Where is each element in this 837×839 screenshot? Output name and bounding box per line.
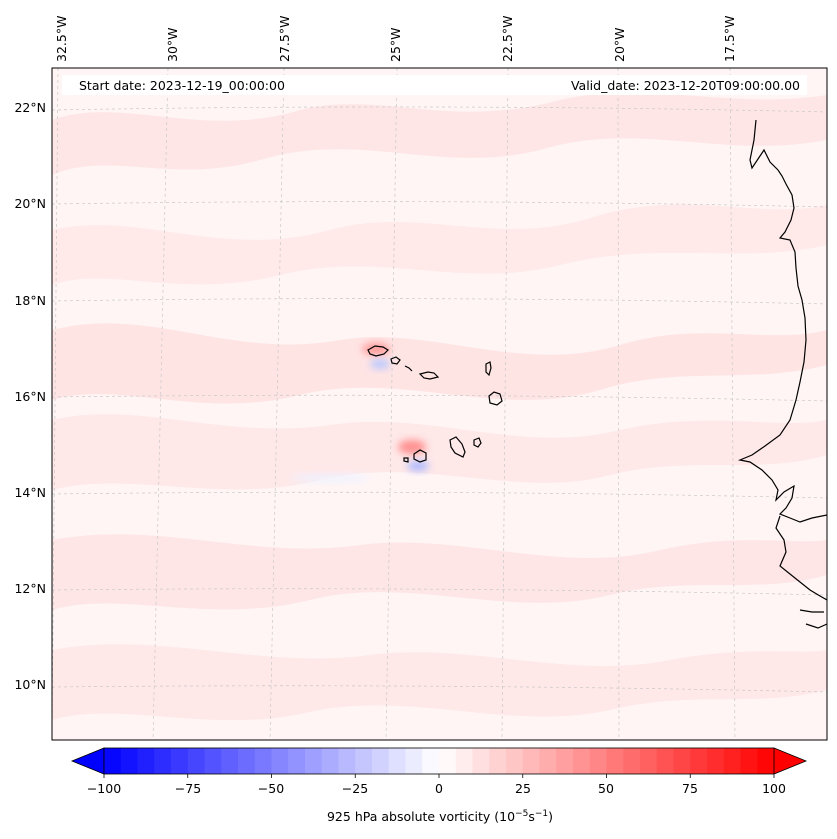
colorbar-cell [506, 748, 524, 774]
lat-label: 14°N [14, 485, 46, 500]
header-box [62, 75, 807, 95]
vorticity-field [52, 68, 827, 740]
lat-label: 10°N [14, 677, 46, 692]
colorbar-cell [455, 748, 473, 774]
colorbar-cell [355, 748, 373, 774]
colorbar-tick-label: 0 [435, 781, 443, 796]
lon-label: 27.5°W [277, 16, 292, 62]
island-brava [403, 457, 409, 463]
lon-label: 20°W [612, 27, 627, 62]
colorbar-cell [489, 748, 507, 774]
island-santa-luzia [404, 365, 413, 372]
colorbar-tick-label: −100 [87, 781, 121, 796]
lon-label: 17.5°W [722, 16, 737, 62]
colorbar-cell [120, 748, 138, 774]
colorbar-cell [623, 748, 641, 774]
colorbar-cell [522, 748, 540, 774]
lat-label: 18°N [14, 293, 46, 308]
colorbar-max-extend [773, 747, 808, 775]
colorbar-cell [439, 748, 457, 774]
colorbar-cell [422, 748, 440, 774]
island-santo-antao [367, 345, 389, 357]
lon-label: 22.5°W [500, 16, 515, 62]
lat-label: 22°N [14, 100, 46, 115]
colorbar-cell [271, 748, 289, 774]
island-santiago [449, 436, 466, 458]
colorbar-tick-label: −75 [175, 781, 201, 796]
colorbar-cell [606, 748, 624, 774]
colorbar-tick-label: 50 [598, 781, 614, 796]
valid-date-label: Valid_date: 2023-12-20T09:00:00.00 [571, 78, 800, 93]
colorbar-cell [690, 748, 708, 774]
colorbar-tick-label: −25 [342, 781, 368, 796]
colorbar-cell [338, 748, 356, 774]
map-frame [51, 67, 828, 741]
colorbar-cell [556, 748, 574, 774]
gridlines [52, 68, 827, 740]
colorbar-cell [154, 748, 172, 774]
colorbar-cell [238, 748, 256, 774]
lon-label: 30°W [165, 27, 180, 62]
africa-coastline [737, 119, 827, 629]
colorbar-min-extend [70, 747, 105, 775]
colorbar-cell [372, 748, 390, 774]
colorbar-cell [573, 748, 591, 774]
colorbar-tick-label: 25 [515, 781, 531, 796]
colorbar-cell [137, 748, 155, 774]
island-sao-nicolau [418, 371, 440, 380]
lat-label: 12°N [14, 581, 46, 596]
island-sao-vicente [390, 356, 401, 365]
colorbar-cell [204, 748, 222, 774]
colorbar-cell [640, 748, 658, 774]
lon-label: 25°W [388, 27, 403, 62]
island-sal [485, 361, 492, 377]
colorbar-tick-label: −50 [258, 781, 284, 796]
colorbar-cell [388, 748, 406, 774]
colorbar-tick-label: 75 [682, 781, 698, 796]
colorbar-cell [254, 748, 272, 774]
lat-label: 20°N [14, 196, 46, 211]
colorbar-cell [187, 748, 205, 774]
longitude-labels: 32.5°W 30°W 27.5°W 25°W 22.5°W 20°W 17.5… [54, 16, 737, 62]
colorbar-cell [104, 748, 122, 774]
lon-label: 32.5°W [54, 16, 69, 62]
colorbar-cell [305, 748, 323, 774]
colorbar-cell [321, 748, 339, 774]
colorbar-cell [288, 748, 306, 774]
colorbar-cell [472, 748, 490, 774]
colorbar-cell [405, 748, 423, 774]
latitude-labels: 22°N 20°N 18°N 16°N 14°N 12°N 10°N [14, 100, 46, 692]
colorbar-cell [539, 748, 557, 774]
island-maio [473, 437, 482, 448]
colorbar: −100 −75 −50 −25 0 25 50 75 100 925 hPa … [70, 747, 808, 824]
island-boa-vista [488, 391, 503, 406]
colorbar-cell [656, 748, 674, 774]
start-date-label: Start date: 2023-12-19_00:00:00 [79, 78, 285, 93]
island-fogo [413, 449, 427, 463]
colorbar-cell [673, 748, 691, 774]
lat-label: 16°N [14, 389, 46, 404]
coastlines [367, 119, 827, 629]
colorbar-cell [723, 748, 741, 774]
colorbar-cell [221, 748, 239, 774]
colorbar-cell [589, 748, 607, 774]
colorbar-tick-label: 100 [762, 781, 786, 796]
colorbar-cell [707, 748, 725, 774]
colorbar-cell [171, 748, 189, 774]
colorbar-cell [740, 748, 758, 774]
colorbar-title: 925 hPa absolute vorticity (10−5s−1) [327, 809, 553, 824]
colorbar-cell [757, 748, 775, 774]
